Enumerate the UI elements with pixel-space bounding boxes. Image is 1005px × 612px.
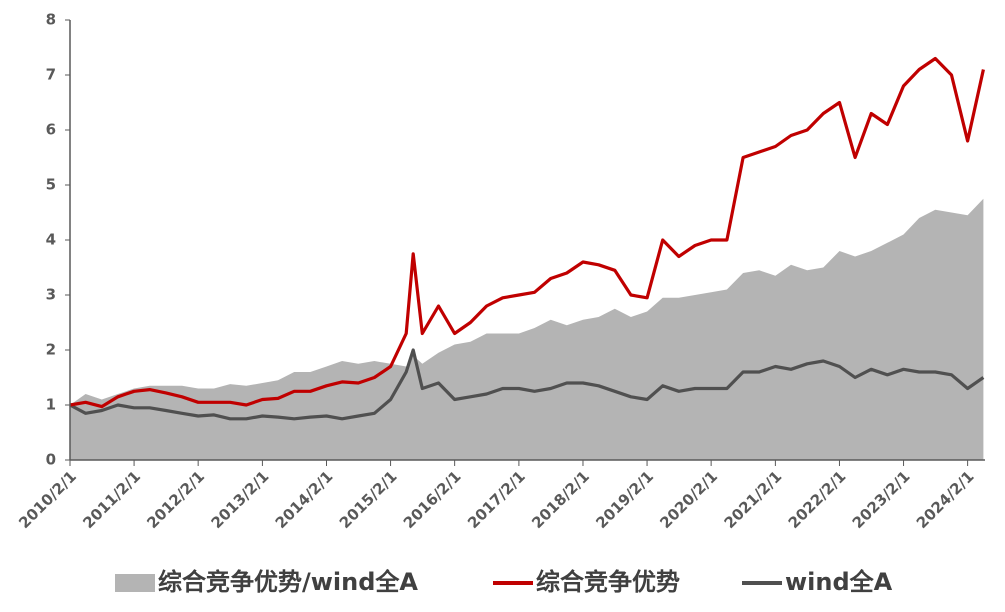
y-tick-label: 5 bbox=[46, 176, 56, 194]
y-tick-label: 1 bbox=[46, 396, 56, 414]
legend-item: 综合竞争优势 bbox=[493, 568, 680, 596]
x-tick-label: 2018/2/1 bbox=[528, 467, 593, 532]
legend-item: wind全A bbox=[742, 568, 893, 596]
y-tick-label: 2 bbox=[46, 341, 56, 359]
x-tick-label: 2022/2/1 bbox=[785, 467, 850, 532]
area bbox=[70, 198, 984, 461]
legend-swatch bbox=[115, 574, 155, 592]
line bbox=[69, 56, 985, 409]
x-tick-label: 2020/2/1 bbox=[656, 467, 721, 532]
x-tick-label: 2011/2/1 bbox=[79, 467, 144, 532]
y-tick-label: 7 bbox=[46, 66, 56, 84]
legend-label: 综合竞争优势 bbox=[536, 568, 680, 596]
legend-label: wind全A bbox=[785, 568, 893, 596]
y-tick-label: 3 bbox=[46, 286, 56, 304]
x-tick-label: 2021/2/1 bbox=[721, 467, 786, 532]
x-tick-label: 2015/2/1 bbox=[336, 467, 401, 532]
x-tick-label: 2013/2/1 bbox=[208, 467, 273, 532]
y-tick-label: 4 bbox=[46, 231, 56, 249]
y-tick-label: 8 bbox=[46, 11, 56, 29]
x-tick-label: 2024/2/1 bbox=[913, 467, 978, 532]
x-tick-label: 2014/2/1 bbox=[272, 467, 337, 532]
legend-item: 综合竞争优势/wind全A bbox=[115, 568, 418, 596]
x-tick-label: 2017/2/1 bbox=[464, 467, 529, 532]
x-tick-label: 2023/2/1 bbox=[849, 467, 914, 532]
y-tick-label: 0 bbox=[46, 451, 56, 469]
x-tick-label: 2016/2/1 bbox=[400, 467, 465, 532]
line bbox=[69, 348, 985, 421]
legend-label: 综合竞争优势/wind全A bbox=[158, 568, 418, 596]
x-tick-label: 2019/2/1 bbox=[592, 467, 657, 532]
y-tick-label: 6 bbox=[46, 121, 56, 139]
x-tick-label: 2012/2/1 bbox=[143, 467, 208, 532]
x-tick-label: 2010/2/1 bbox=[15, 467, 80, 532]
